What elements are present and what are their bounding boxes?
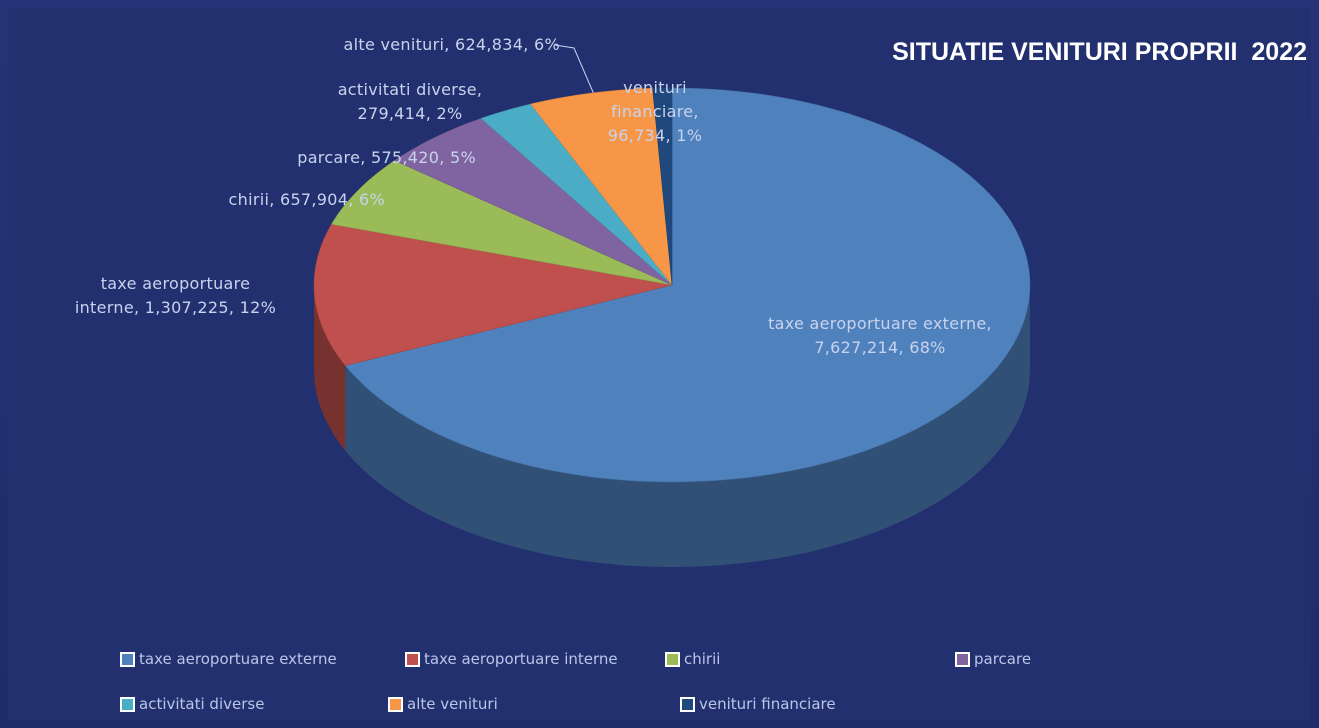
data-label: parcare, 575,420, 5% [297,148,476,167]
slice [652,87,673,286]
slice [393,118,673,286]
legend-item: chirii [665,650,720,668]
legend-label: parcare [974,650,1032,668]
legend-label: taxe aeroportuare interne [424,650,618,668]
slice [530,88,673,286]
slice [331,160,673,286]
data-label: taxe aeroportuare interne, 1,307,225, 12… [74,274,277,317]
legend-swatch [680,696,695,712]
legend-swatch [665,651,680,667]
data-label: taxe aeroportuare externe, 7,627,214, 68… [768,314,992,357]
legend-item: taxe aeroportuare interne [405,650,618,668]
legend-item: alte venituri [388,695,498,713]
legend-label: chirii [684,650,721,668]
legend-item: activitati diverse [120,695,264,713]
legend-item: venituri financiare [680,695,836,713]
slice-side [345,285,1030,567]
legend-label: venituri financiare [699,695,836,713]
legend-item: taxe aeroportuare externe [120,650,337,668]
slice [344,87,1031,483]
legend-swatch [955,651,970,667]
data-label: activitati diverse, 279,414, 2% [337,80,483,123]
legend-label: activitati diverse [139,695,265,713]
legend-swatch [388,696,403,712]
legend-label: taxe aeroportuare externe [139,650,337,668]
chart-title: SITUATIE VENITURI PROPRII 2022 [892,38,1307,66]
slice [480,103,673,286]
data-label: chirii, 657,904, 6% [228,190,385,209]
legend-swatch [120,696,135,712]
data-label: venituri financiare, 96,734, 1% [607,78,703,145]
legend-swatch [405,651,420,667]
data-label: alte venituri, 624,834, 6% [343,35,560,54]
slice [313,223,673,366]
legend-swatch [120,651,135,667]
legend-label: alte venituri [407,695,498,713]
legend-item: parcare [955,650,1031,668]
